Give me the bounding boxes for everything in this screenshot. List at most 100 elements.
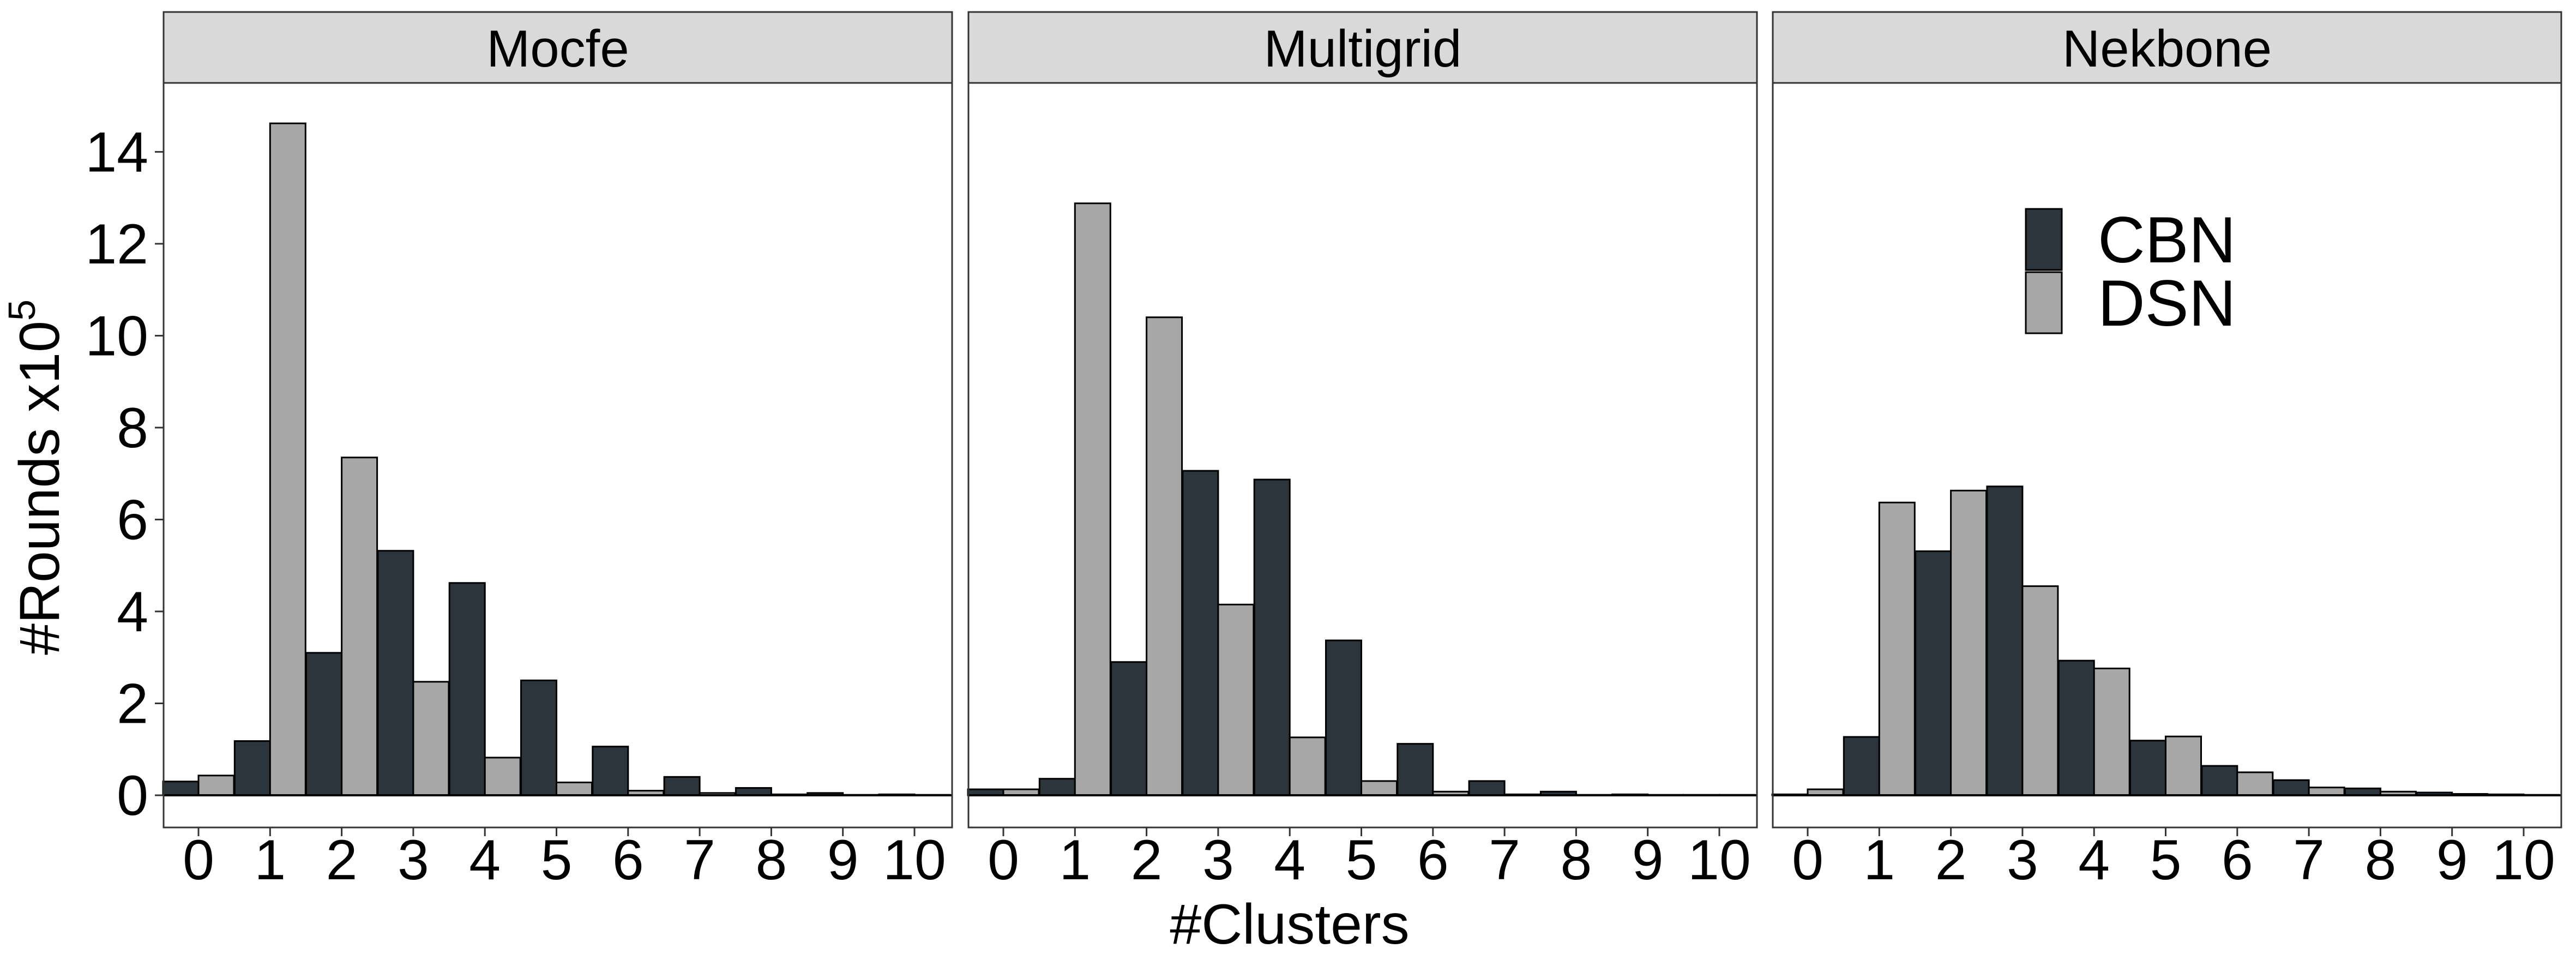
bar-cbn-1 [233,740,271,796]
bar-dsn-5 [2165,735,2202,796]
bar-cbn-0 [162,781,200,796]
y-tick-label: 4 [117,580,148,644]
bar-cbn-6 [2201,765,2238,796]
y-axis-title-superscript: 5 [1,299,43,321]
y-tick-label: 8 [117,397,148,460]
bar-cbn-2 [1110,661,1148,796]
panel-title: Multigrid [1264,20,1462,78]
x-tick-label: 9 [2436,829,2468,892]
panel-border [967,82,1758,829]
bar-dsn-4 [1289,736,1326,796]
bar-cbn-5 [2129,740,2166,796]
panel-strip [967,11,1758,84]
bar-cbn-8 [735,787,772,796]
y-tick-label: 14 [85,121,148,184]
bar-cbn-3 [1182,470,1219,796]
x-tick-label: 1 [1059,829,1091,892]
bars [1771,485,2560,796]
x-tick-label: 9 [1632,829,1664,892]
bar-dsn-3 [2021,585,2059,796]
x-tick-label: 0 [988,829,1019,892]
legend-key-cbn [2025,208,2063,271]
bar-cbn-4 [1253,478,1291,796]
bar-cbn-6 [592,746,629,796]
x-tick-label: 4 [469,829,501,892]
bar-dsn-6 [2236,771,2274,796]
legend-label-dsn: DSN [2098,267,2236,340]
bar-cbn-3 [1986,485,2024,796]
bar-cbn-7 [2272,779,2310,796]
y-tick-label: 2 [117,673,148,736]
bar-dsn-1 [269,122,306,796]
x-tick-label: 2 [326,829,358,892]
x-tick-label: 2 [1131,829,1163,892]
x-axis-ticks: 0 1 2 3 4 5 6 7 8 9 10 [988,827,1751,892]
bar-dsn-3 [412,681,450,796]
x-tick-label: 9 [827,829,859,892]
y-axis: 0 2 4 6 8 10 12 14 [85,121,164,827]
bar-dsn-4 [484,757,521,796]
bar-dsn-1 [1074,202,1111,796]
y-axis-title: #Rounds x105 [1,299,71,655]
bar-dsn-5 [556,781,593,796]
x-tick-label: 3 [2007,829,2038,892]
panel-strip [1772,11,2562,84]
x-tick-label: 5 [1346,829,1377,892]
bar-cbn-1 [1843,736,1880,796]
y-tick-label: 6 [117,488,148,551]
panel-title: Nekbone [2062,20,2272,78]
x-tick-label: 1 [1863,829,1895,892]
x-axis-title: #Clusters [1170,893,1409,956]
x-tick-label: 8 [755,829,787,892]
panel-border [1772,82,2562,829]
panel-mocfe: Mocfe 0 1 2 3 4 5 6 7 8 9 10 [162,11,953,892]
x-tick-label: 3 [398,829,429,892]
bar-dsn-4 [2093,667,2130,796]
bar-cbn-3 [377,550,414,796]
x-tick-label: 10 [2492,829,2555,892]
panel-nekbone: Nekbone 0 1 2 3 4 5 6 7 8 9 10 [1771,11,2562,892]
x-tick-label: 8 [1560,829,1592,892]
bar-dsn-2 [1146,316,1183,796]
x-tick-label: 6 [2222,829,2253,892]
bar-dsn-7 [2308,787,2345,796]
x-tick-label: 10 [883,829,946,892]
bar-cbn-7 [663,776,701,796]
bar-dsn-2 [341,457,378,796]
x-tick-label: 6 [612,829,644,892]
x-tick-label: 4 [1274,829,1305,892]
legend-label-cbn: CBN [2098,203,2236,277]
y-axis-title-main: #Rounds x10 [8,321,71,655]
bar-cbn-5 [1325,639,1362,796]
x-tick-label: 4 [2078,829,2110,892]
bar-dsn-0 [197,775,235,796]
legend-key-dsn [2025,271,2063,334]
bar-cbn-1 [1038,778,1076,796]
y-tick-label: 12 [85,213,148,276]
x-axis-ticks: 0 1 2 3 4 5 6 7 8 9 10 [183,827,946,892]
x-tick-label: 7 [1489,829,1520,892]
x-tick-label: 5 [2150,829,2182,892]
x-axis-ticks: 0 1 2 3 4 5 6 7 8 9 10 [1792,827,2555,892]
bar-cbn-4 [448,582,486,796]
bar-dsn-5 [1361,780,1398,796]
x-tick-label: 1 [254,829,286,892]
x-tick-label: 5 [541,829,573,892]
x-tick-label: 0 [183,829,214,892]
bar-cbn-4 [2057,659,2095,796]
x-tick-label: 3 [1202,829,1234,892]
x-tick-label: 7 [684,829,715,892]
x-tick-label: 7 [2293,829,2325,892]
x-tick-label: 2 [1935,829,1967,892]
x-tick-label: 10 [1688,829,1751,892]
panel-strip [162,11,953,84]
y-tick-label: 0 [117,764,148,827]
x-tick-label: 6 [1417,829,1449,892]
bar-cbn-2 [1915,550,1952,796]
bars [162,122,951,796]
panel-border [162,82,953,829]
y-tick-label: 10 [85,304,148,368]
